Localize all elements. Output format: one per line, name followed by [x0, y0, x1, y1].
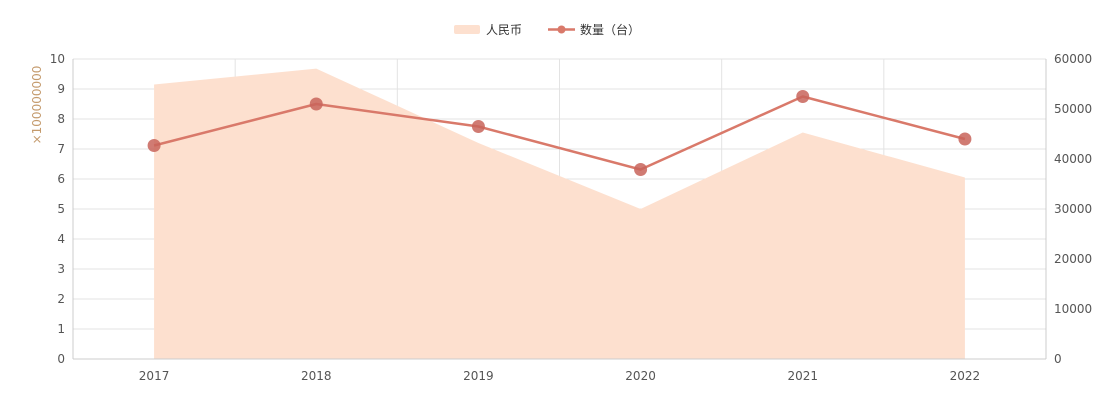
- x-tick-label: 2021: [787, 369, 818, 383]
- y-left-tick-label: 3: [57, 262, 65, 276]
- line-quantity: [153, 95, 966, 171]
- y-right-tick-label: 30000: [1054, 202, 1092, 216]
- y-left-tick-label: 4: [57, 232, 65, 246]
- y-right-tick-label: 10000: [1054, 302, 1092, 316]
- y-left-tick-label: 7: [57, 142, 65, 156]
- legend-item-rmb[interactable]: 人民币: [454, 23, 522, 37]
- x-tick-label: 2018: [301, 369, 332, 383]
- legend-label-quantity: 数量（台）: [580, 22, 640, 37]
- area-rmb: [154, 68, 965, 359]
- y-right-tick-label: 0: [1054, 352, 1062, 366]
- y-left-tick-label: 1: [57, 322, 65, 336]
- y-right-tick-label: 20000: [1054, 252, 1092, 266]
- axes: 0 1 2 3 4 5 6 7 8 9 10 0 10000 20000 30000 40000 50000 60…: [50, 52, 1092, 383]
- y-left-tick-label: 6: [57, 172, 65, 186]
- y-left-tick-label: 5: [57, 202, 65, 216]
- legend-swatch-area: [454, 25, 480, 34]
- x-tick-label: 2020: [625, 369, 656, 383]
- x-tick-label: 2022: [950, 369, 981, 383]
- y-right-tick-label: 50000: [1054, 102, 1092, 116]
- quantity-point[interactable]: [147, 139, 161, 152]
- legend-item-quantity[interactable]: 数量（台）: [548, 22, 640, 37]
- y-left-tick-label: 0: [57, 352, 65, 366]
- legend-label-rmb: 人民币: [486, 23, 522, 37]
- area-series: [154, 68, 965, 359]
- x-tick-label: 2017: [139, 369, 170, 383]
- quantity-point[interactable]: [958, 132, 972, 146]
- line-series: [147, 90, 972, 176]
- y-left-tick-label: 8: [57, 112, 65, 126]
- quantity-point[interactable]: [471, 120, 485, 133]
- y-right-tick-label: 60000: [1054, 52, 1092, 66]
- quantity-point[interactable]: [796, 90, 810, 103]
- y-left-tick-label: 10: [50, 52, 65, 66]
- y-left-tick-label: 2: [57, 292, 65, 306]
- quantity-point[interactable]: [309, 97, 323, 111]
- x-tick-label: 2019: [463, 369, 494, 383]
- y-left-tick-label: 9: [57, 82, 65, 96]
- legend-swatch-dot: [557, 25, 566, 34]
- y-left-unit-label: ×100000000: [30, 66, 44, 145]
- y-right-tick-label: 40000: [1054, 152, 1092, 166]
- legend[interactable]: 人民币 数量（台）: [454, 22, 640, 37]
- quantity-point[interactable]: [634, 163, 648, 176]
